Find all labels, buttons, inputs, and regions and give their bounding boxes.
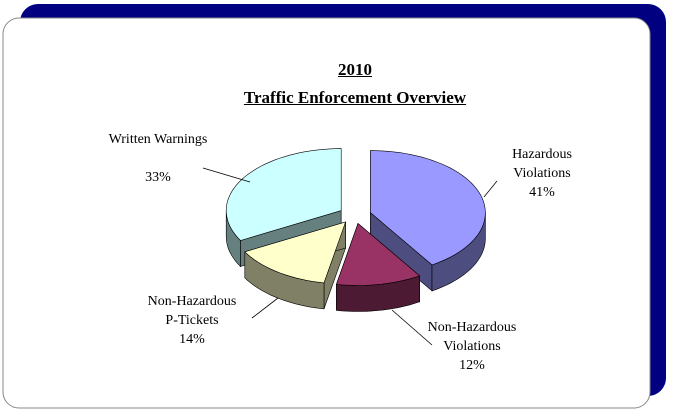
slice bbox=[225, 148, 342, 241]
value-label: 33% bbox=[145, 170, 171, 185]
category-label: Written Warnings bbox=[108, 132, 208, 147]
slice bbox=[335, 222, 421, 286]
value-label: 14% bbox=[179, 332, 205, 347]
leader-line bbox=[202, 167, 251, 183]
value-label: 12% bbox=[459, 358, 485, 373]
slice bbox=[244, 221, 347, 284]
chart-title: 2010 bbox=[338, 60, 372, 79]
value-label: 41% bbox=[529, 185, 555, 200]
leader-line bbox=[391, 309, 433, 346]
category-label: Non-Hazardous P-Tickets bbox=[147, 294, 237, 328]
leader-line bbox=[483, 180, 498, 198]
slice bbox=[370, 150, 486, 266]
category-label: Hazardous Violations bbox=[512, 147, 572, 181]
category-label: Non-Hazardous Violations bbox=[427, 320, 517, 354]
chart-subtitle: Traffic Enforcement Overview bbox=[243, 88, 467, 107]
leader-line bbox=[251, 297, 279, 319]
